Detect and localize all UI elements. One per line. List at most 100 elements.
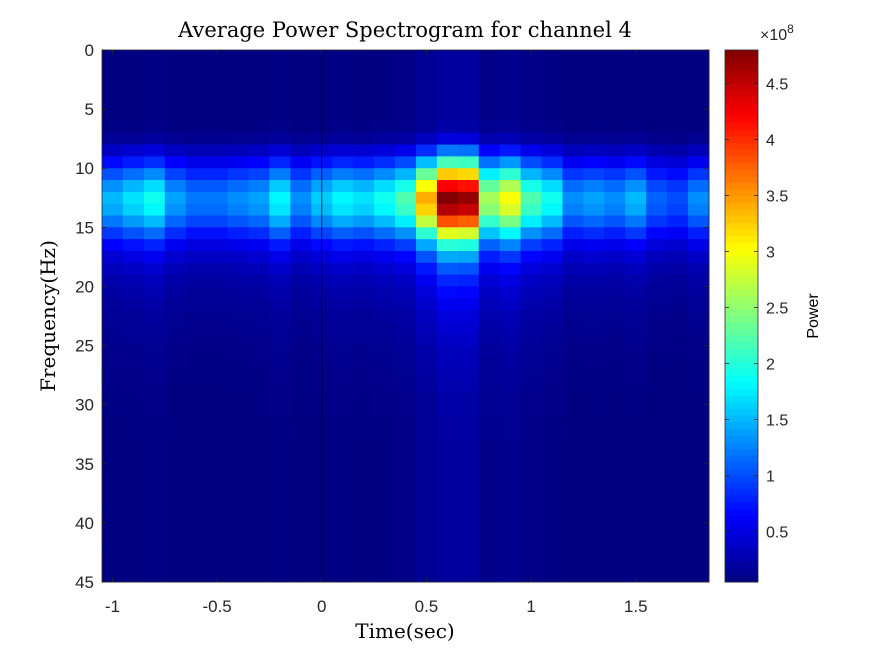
heatmap-cell — [457, 333, 480, 346]
heatmap-cell — [164, 144, 187, 157]
heatmap-cell — [457, 369, 480, 382]
heatmap-cell — [185, 215, 208, 228]
heatmap-cell — [583, 144, 605, 157]
heatmap-cell — [688, 298, 710, 311]
heatmap-cell — [646, 227, 668, 240]
heatmap-cell — [688, 85, 710, 98]
heatmap-cell — [395, 570, 417, 583]
heatmap-cell — [436, 310, 459, 323]
heatmap-cell — [499, 357, 522, 370]
heatmap-cell — [185, 109, 208, 122]
heatmap-cell — [541, 321, 563, 335]
heatmap-cell — [227, 97, 249, 110]
heatmap-cell — [227, 333, 249, 346]
heatmap-cell — [290, 286, 312, 299]
heatmap-cell — [625, 250, 647, 264]
heatmap-cell — [248, 558, 270, 571]
heatmap-cell — [164, 156, 187, 169]
heatmap-cell — [395, 310, 417, 323]
heatmap-cell — [436, 239, 459, 252]
heatmap-cell — [478, 73, 501, 86]
heatmap-cell — [583, 416, 605, 429]
heatmap-cell — [353, 168, 375, 181]
heatmap-cell — [457, 428, 480, 441]
heatmap-cell — [227, 369, 249, 382]
heatmap-cell — [688, 369, 710, 382]
heatmap-cell — [290, 109, 312, 122]
heatmap-cell — [102, 381, 124, 394]
heatmap-cell — [353, 321, 375, 335]
heatmap-cell — [436, 286, 459, 299]
heatmap-cell — [353, 333, 375, 346]
heatmap-cell — [499, 215, 522, 228]
heatmap-cell — [248, 392, 270, 406]
heatmap-cell — [185, 144, 208, 157]
heatmap-cell — [562, 357, 584, 370]
heatmap-cell — [164, 262, 187, 276]
heatmap-cell — [164, 511, 187, 524]
heatmap-cell — [688, 250, 710, 264]
heatmap-cell — [541, 404, 563, 417]
heatmap-cell — [102, 499, 124, 512]
heatmap-cell — [185, 120, 208, 134]
heatmap-cell — [102, 286, 124, 299]
heatmap-cell — [646, 215, 668, 228]
heatmap-cell — [374, 416, 396, 429]
heatmap-cell — [185, 262, 208, 276]
heatmap-cell — [122, 321, 145, 335]
heatmap-cell — [520, 369, 542, 382]
heatmap-cell — [206, 215, 228, 228]
heatmap-cell — [415, 499, 438, 512]
heatmap-cell — [395, 73, 417, 86]
heatmap-cell — [415, 50, 438, 63]
heatmap-cell — [206, 156, 228, 169]
heatmap-cell — [478, 404, 501, 417]
heatmap-cell — [185, 416, 208, 429]
heatmap-cell — [646, 534, 668, 547]
heatmap-cell — [185, 239, 208, 252]
heatmap-cell — [290, 97, 312, 110]
heatmap-cell — [332, 534, 354, 547]
heatmap-cell — [646, 250, 668, 264]
heatmap-cell — [499, 180, 522, 193]
heatmap-cell — [185, 404, 208, 417]
heatmap-cell — [667, 345, 689, 358]
heatmap-cell — [395, 286, 417, 299]
heatmap-cell — [625, 321, 647, 335]
heatmap-cell — [227, 85, 249, 98]
heatmap-cell — [541, 73, 563, 86]
heatmap-cell — [164, 298, 187, 311]
heatmap-cell — [332, 404, 354, 417]
heatmap-cell — [688, 310, 710, 323]
heatmap-cell — [415, 321, 438, 335]
colorbar-tick-label: 3.5 — [766, 189, 788, 206]
heatmap-cell — [248, 61, 270, 75]
heatmap-cell — [415, 85, 438, 98]
heatmap-cell — [374, 250, 396, 264]
heatmap-cell — [269, 274, 291, 287]
heatmap-cell — [102, 73, 124, 86]
heatmap-cell — [248, 463, 270, 476]
heatmap-cell — [415, 120, 438, 134]
colorbar-segment — [725, 355, 758, 364]
heatmap-cell — [332, 227, 354, 240]
heatmap-cell — [143, 357, 166, 370]
heatmap-cell — [667, 558, 689, 571]
heatmap-cell — [122, 369, 145, 382]
heatmap-cell — [185, 61, 208, 75]
heatmap-cell — [646, 321, 668, 335]
heatmap-cell — [625, 357, 647, 370]
heatmap-cell — [164, 381, 187, 394]
heatmap-cell — [646, 381, 668, 394]
heatmap-cell — [457, 499, 480, 512]
heatmap-cell — [604, 109, 626, 122]
heatmap-cell — [436, 381, 459, 394]
heatmap-cell — [583, 333, 605, 346]
heatmap-cell — [604, 546, 626, 559]
heatmap-cell — [604, 499, 626, 512]
colorbar-segment — [725, 468, 758, 477]
heatmap-cell — [206, 61, 228, 75]
heatmap-cell — [604, 298, 626, 311]
heatmap-cell — [143, 546, 166, 559]
heatmap-cell — [185, 286, 208, 299]
